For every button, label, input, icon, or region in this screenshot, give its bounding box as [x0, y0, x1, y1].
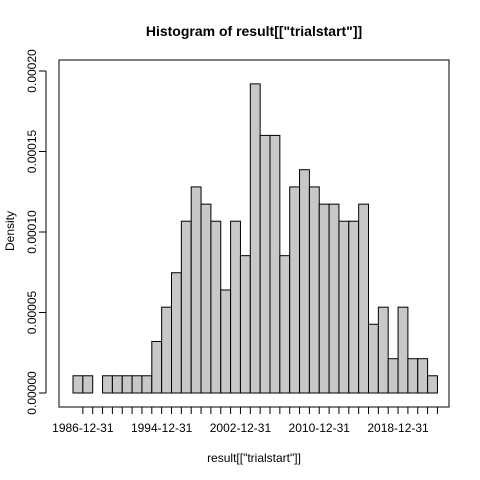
y-tick-label: 0.00015 — [25, 129, 39, 173]
histogram-bar — [348, 220, 360, 394]
histogram-bar — [259, 134, 271, 394]
y-tick-label: 0.00020 — [25, 49, 39, 93]
y-axis-label: Density — [3, 211, 17, 251]
histogram-bar — [230, 220, 241, 394]
x-tick-label: 2018-12-31 — [367, 421, 429, 435]
histogram-bar — [377, 306, 389, 394]
histogram-bar — [190, 186, 202, 394]
histogram-bar — [111, 375, 123, 394]
x-axis: 1986-12-31 1994-12-31 2002-12-31 2010-12-31… — [52, 406, 438, 435]
histogram-bar — [131, 375, 143, 394]
histogram-bar — [239, 255, 251, 394]
y-axis: 0.00000 0.00005 0.00010 0.00015 0.00020 — [25, 49, 47, 415]
histogram-bar — [308, 186, 320, 394]
y-tick-label: 0.00000 — [25, 371, 39, 415]
histogram-bar — [151, 340, 163, 394]
histogram-bars — [72, 83, 438, 394]
histogram-bar — [289, 186, 301, 394]
x-tick-label: 1986-12-31 — [52, 421, 114, 435]
x-tick-label: 1994-12-31 — [131, 421, 193, 435]
histogram-bar — [121, 375, 133, 394]
histogram-bar — [210, 220, 222, 394]
histogram-bar — [249, 83, 261, 394]
y-tick-label: 0.00010 — [25, 210, 39, 254]
histogram-bar — [338, 220, 350, 394]
histogram-bar — [417, 358, 429, 394]
histogram-bar — [72, 375, 84, 394]
histogram-bar — [318, 203, 330, 394]
histogram-bar — [407, 358, 419, 394]
histogram-bar — [427, 375, 438, 394]
y-tick-label: 0.00005 — [25, 290, 39, 334]
histogram-bar — [299, 169, 310, 394]
histogram-bar — [180, 220, 192, 394]
histogram-bar — [279, 255, 291, 394]
x-axis-label: result[["trialstart"]] — [207, 451, 301, 465]
histogram-bar — [200, 203, 212, 394]
histogram-bar — [397, 306, 409, 394]
histogram-bar — [368, 323, 379, 394]
x-tick-label: 2010-12-31 — [289, 421, 351, 435]
histogram-bar — [269, 134, 281, 394]
histogram-bar — [141, 375, 153, 394]
histogram-bar — [328, 203, 340, 394]
histogram-bar — [387, 358, 399, 394]
chart-title: Histogram of result[["trialstart"]] — [146, 23, 362, 39]
histogram-bar — [82, 375, 94, 394]
histogram-bar — [171, 272, 182, 394]
histogram-bar — [161, 306, 172, 394]
histogram-bar — [220, 289, 232, 394]
histogram-bar — [358, 203, 369, 394]
x-tick-label: 2002-12-31 — [210, 421, 272, 435]
histogram-bar — [102, 375, 113, 394]
